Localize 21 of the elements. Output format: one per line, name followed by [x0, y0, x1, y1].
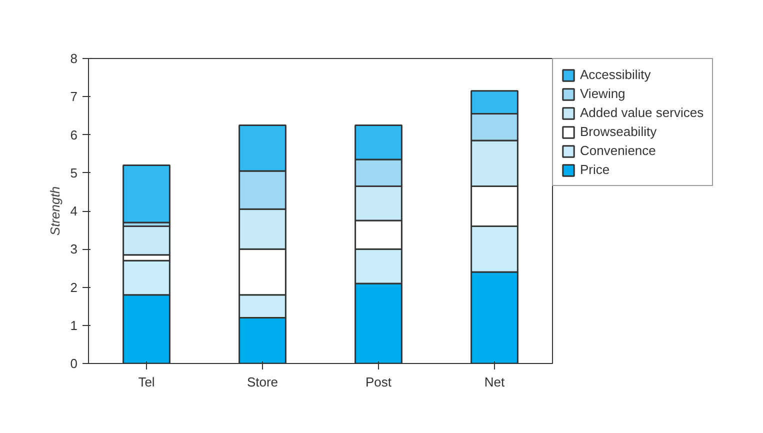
legend-label: Price — [580, 162, 610, 177]
y-tick-label: 1 — [70, 318, 78, 333]
legend-label: Browseability — [580, 124, 657, 139]
y-tick-label: 7 — [70, 89, 78, 104]
y-tick-label: 8 — [70, 51, 78, 66]
legend-label: Viewing — [580, 86, 626, 101]
x-tick-label: Store — [246, 374, 278, 390]
x-tick-label: Tel — [138, 374, 155, 390]
y-tick-label: 4 — [70, 204, 78, 218]
legend-label: Convenience — [580, 143, 656, 158]
bar — [122, 164, 170, 224]
legend-label: Added value services — [580, 105, 704, 120]
x-tick-label: Post — [365, 374, 392, 390]
y-tick-label: 5 — [70, 165, 78, 180]
y-tick-label: 0 — [70, 356, 78, 371]
y-axis-title: Strength — [47, 186, 62, 236]
y-tick-label: 3 — [70, 242, 78, 257]
legend-label: Accessibility — [580, 67, 651, 82]
y-tick-label: 6 — [70, 127, 78, 142]
y-tick-label: 2 — [70, 280, 78, 295]
x-tick-label: Net — [484, 374, 506, 390]
